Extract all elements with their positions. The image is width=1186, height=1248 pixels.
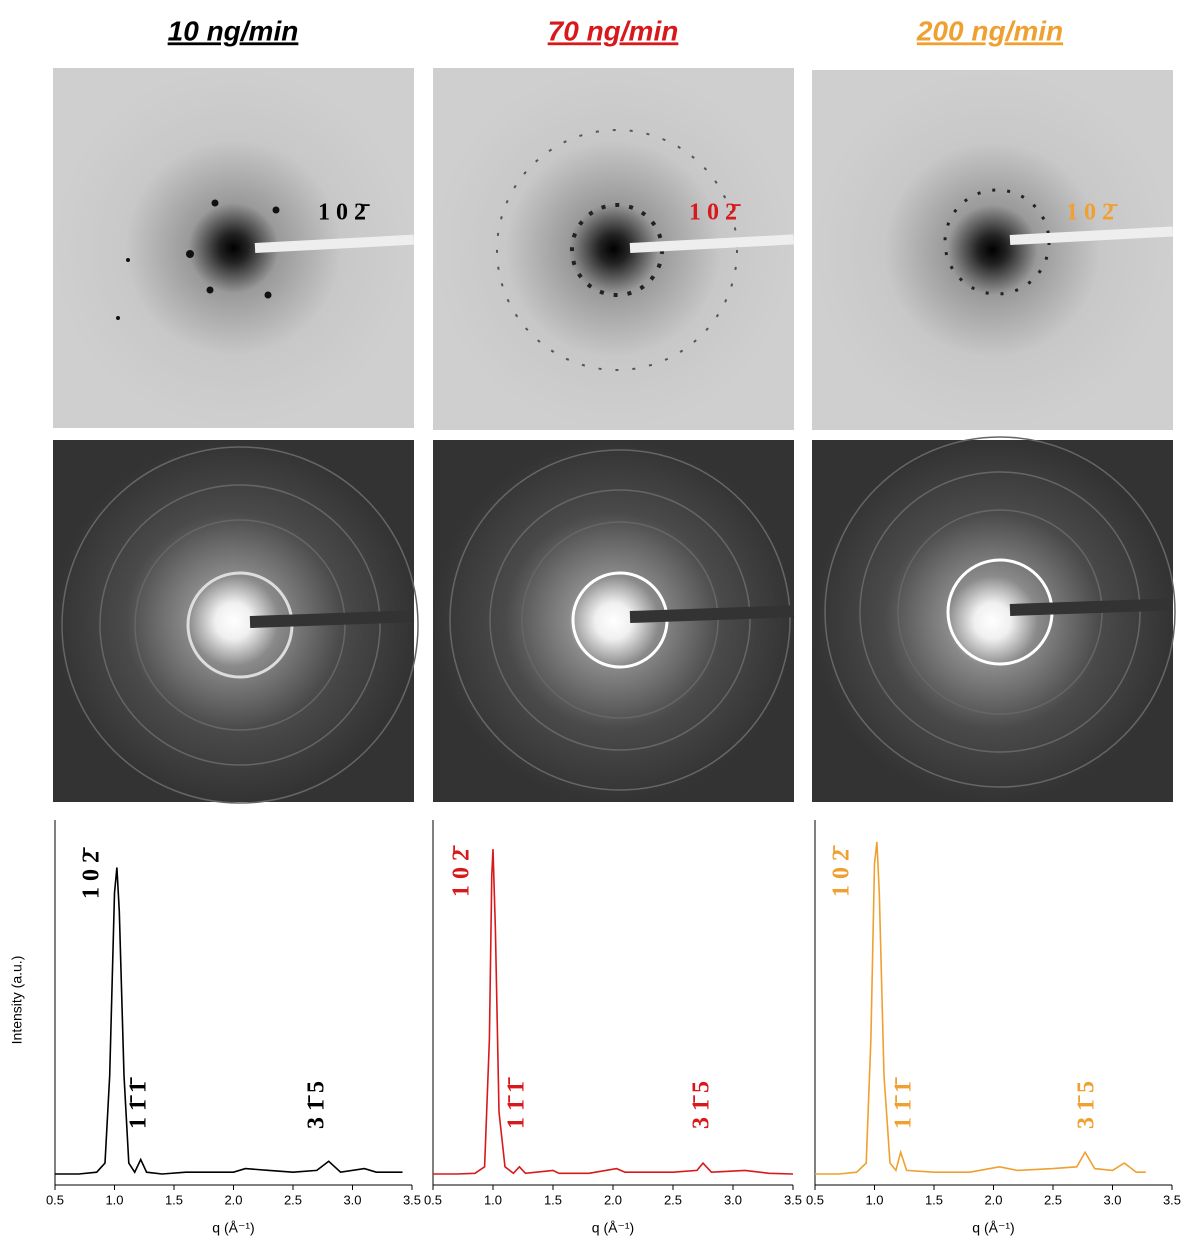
- x-tick-label: 0.5: [806, 1192, 824, 1207]
- peak-label: 1 0 2̄: [79, 847, 105, 899]
- x-tick-label: 2.0: [224, 1192, 242, 1207]
- peak-label: 1 1̄ 1̄: [504, 1077, 530, 1129]
- x-tick-label: 1.0: [484, 1192, 502, 1207]
- x-tick-label: 1.5: [925, 1192, 943, 1207]
- peak-label: 3 1̄ 5: [304, 1081, 330, 1129]
- x-tick-label: 1.0: [105, 1192, 123, 1207]
- column-title: 10 ng/min: [168, 15, 299, 46]
- x-axis-label: q (Å⁻¹): [212, 1220, 254, 1236]
- x-tick-label: 1.5: [165, 1192, 183, 1207]
- x-tick-label: 2.5: [664, 1192, 682, 1207]
- ring-pattern: [53, 440, 418, 803]
- spot-pattern: [812, 70, 1173, 430]
- x-tick-label: 3.0: [724, 1192, 742, 1207]
- x-tick-label: 3.5: [403, 1192, 421, 1207]
- column-title: 70 ng/min: [548, 15, 679, 46]
- figure: 10 ng/min 1 0 2̄ 0.5 1.0 1.5 2.0 2.5 3.0 3.5 q (Å…: [0, 0, 1186, 1243]
- x-tick-label: 1.0: [865, 1192, 883, 1207]
- x-tick-label: 2.5: [284, 1192, 302, 1207]
- peak-label: 3 1̄ 5: [1074, 1081, 1100, 1129]
- peak-label: 1 1̄ 1̄: [891, 1077, 917, 1129]
- image-label: 1 0 2̄: [689, 200, 741, 226]
- x-tick-label: 3.0: [343, 1192, 361, 1207]
- x-tick-label: 2.0: [604, 1192, 622, 1207]
- spot-pattern: [53, 68, 414, 428]
- peak-label: 1 0 2̄: [829, 845, 855, 897]
- x-tick-label: 1.5: [544, 1192, 562, 1207]
- ring-pattern: [812, 437, 1175, 802]
- ring-pattern: [433, 440, 794, 802]
- peak-label: 1 1̄ 1̄: [126, 1077, 152, 1129]
- column-title: 200 ng/min: [916, 15, 1063, 46]
- spot-pattern: [433, 68, 794, 430]
- x-tick-label: 3.0: [1103, 1192, 1121, 1207]
- y-axis-label: Intensity (a.u.): [9, 956, 25, 1045]
- image-label: 1 0 2̄: [318, 200, 370, 226]
- data-line: [55, 868, 403, 1175]
- x-tick-label: 3.5: [1163, 1192, 1181, 1207]
- x-tick-label: 0.5: [46, 1192, 64, 1207]
- x-tick-label: 0.5: [424, 1192, 442, 1207]
- x-tick-label: 3.5: [784, 1192, 802, 1207]
- x-axis-label: q (Å⁻¹): [592, 1220, 634, 1236]
- peak-label: 1 0 2̄: [449, 845, 475, 897]
- diffraction-images: [53, 68, 1175, 803]
- image-label: 1 0 2̄: [1066, 200, 1118, 226]
- x-tick-label: 2.5: [1044, 1192, 1062, 1207]
- x-tick-label: 2.0: [984, 1192, 1002, 1207]
- peak-label: 3 1̄ 5: [689, 1081, 715, 1129]
- data-line: [433, 849, 793, 1174]
- x-axis-label: q (Å⁻¹): [972, 1220, 1014, 1236]
